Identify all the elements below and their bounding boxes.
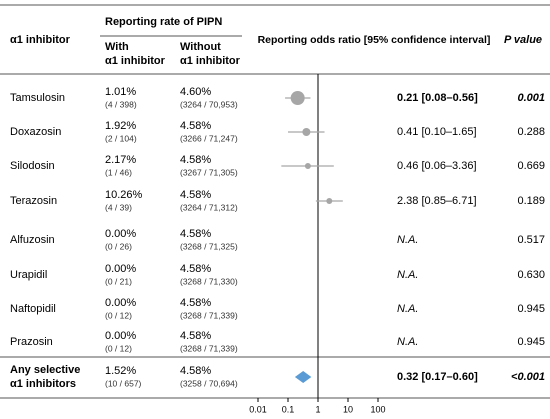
with-n: (0 / 21) <box>105 276 132 286</box>
row-name: Alfuzosin <box>10 234 55 246</box>
or-text: N.A. <box>397 269 418 281</box>
row-name: Doxazosin <box>10 126 61 138</box>
or-text: 0.46 [0.06–3.36] <box>397 160 477 172</box>
with-rate: 2.17% <box>105 154 136 166</box>
x-tick-label: 100 <box>370 404 385 414</box>
without-rate: 4.58% <box>180 154 211 166</box>
p-value: 0.189 <box>517 195 545 207</box>
header-without: α1 inhibitor <box>180 55 241 67</box>
row-name: Naftopidil <box>10 303 56 315</box>
row-name: Any selective <box>10 364 80 376</box>
with-n: (0 / 12) <box>105 310 132 320</box>
or-text: N.A. <box>397 234 418 246</box>
p-value: 0.945 <box>517 303 545 315</box>
with-rate: 0.00% <box>105 297 136 309</box>
or-point <box>302 128 311 136</box>
or-text: 0.21 [0.08–0.56] <box>397 92 478 104</box>
p-value: 0.001 <box>517 92 545 104</box>
p-value: 0.669 <box>517 160 545 172</box>
without-rate: 4.58% <box>180 189 211 201</box>
without-rate: 4.60% <box>180 86 211 98</box>
or-point <box>290 91 305 105</box>
summary-diamond <box>294 371 312 383</box>
without-rate: 4.58% <box>180 228 211 240</box>
or-text: 2.38 [0.85–6.71] <box>397 195 477 207</box>
x-tick-label: 0.1 <box>282 404 295 414</box>
row-name: Terazosin <box>10 195 57 207</box>
row-name: Tamsulosin <box>10 92 65 104</box>
without-rate: 4.58% <box>180 297 211 309</box>
with-rate: 0.00% <box>105 330 136 342</box>
without-n: (3268 / 71,339) <box>180 310 238 320</box>
with-rate: 0.00% <box>105 228 136 240</box>
header-group: Reporting rate of PIPN <box>105 16 222 28</box>
x-tick-label: 1 <box>315 404 320 414</box>
without-rate: 4.58% <box>180 365 211 377</box>
with-n: (4 / 39) <box>105 202 132 212</box>
with-n: (1 / 46) <box>105 167 132 177</box>
or-text: N.A. <box>397 303 418 315</box>
without-n: (3264 / 71,312) <box>180 202 238 212</box>
with-n: (0 / 12) <box>105 343 132 353</box>
without-n: (3267 / 71,305) <box>180 167 238 177</box>
header-with: α1 inhibitor <box>105 55 166 67</box>
with-rate: 1.92% <box>105 120 136 132</box>
without-rate: 4.58% <box>180 120 211 132</box>
with-rate: 1.01% <box>105 86 136 98</box>
or-text: N.A. <box>397 336 418 348</box>
row-name: Prazosin <box>10 336 53 348</box>
or-point <box>326 198 333 204</box>
without-rate: 4.58% <box>180 330 211 342</box>
with-rate: 0.00% <box>105 263 136 275</box>
p-value: 0.945 <box>517 336 545 348</box>
header-with: With <box>105 41 129 53</box>
or-text: 0.41 [0.10–1.65] <box>397 126 477 138</box>
without-n: (3268 / 71,325) <box>180 241 238 251</box>
without-n: (3268 / 71,330) <box>180 276 238 286</box>
p-value: 0.517 <box>517 234 545 246</box>
with-n: (4 / 398) <box>105 99 137 109</box>
header-drug: α1 inhibitor <box>10 34 71 46</box>
row-name: α1 inhibitors <box>10 378 76 390</box>
p-value: 0.288 <box>517 126 545 138</box>
p-value: 0.630 <box>517 269 545 281</box>
with-n: (0 / 26) <box>105 241 132 251</box>
with-rate: 1.52% <box>105 365 136 377</box>
row-name: Urapidil <box>10 269 47 281</box>
with-n: (2 / 104) <box>105 133 137 143</box>
x-tick-label: 10 <box>343 404 353 414</box>
row-name: Silodosin <box>10 160 55 172</box>
header-without: Without <box>180 41 221 53</box>
without-n: (3264 / 70,953) <box>180 99 238 109</box>
with-n: (10 / 657) <box>105 378 142 388</box>
without-n: (3258 / 70,694) <box>180 378 238 388</box>
without-rate: 4.58% <box>180 263 211 275</box>
or-point <box>304 163 311 169</box>
header-or: Reporting odds ratio [95% confidence int… <box>258 34 491 46</box>
without-n: (3266 / 71,247) <box>180 133 238 143</box>
with-rate: 10.26% <box>105 189 143 201</box>
header-p: P value <box>504 34 542 46</box>
without-n: (3268 / 71,339) <box>180 343 238 353</box>
or-text: 0.32 [0.17–0.60] <box>397 371 478 383</box>
p-value: <0.001 <box>511 371 545 383</box>
x-tick-label: 0.01 <box>249 404 267 414</box>
